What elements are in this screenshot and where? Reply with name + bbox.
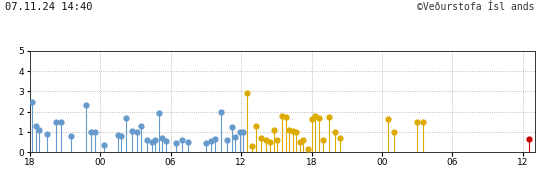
Text: ©Veðurstofa Ísl ands: ©Veðurstofa Ísl ands [417, 2, 535, 12]
Text: 07.11.24 14:40: 07.11.24 14:40 [5, 2, 93, 12]
